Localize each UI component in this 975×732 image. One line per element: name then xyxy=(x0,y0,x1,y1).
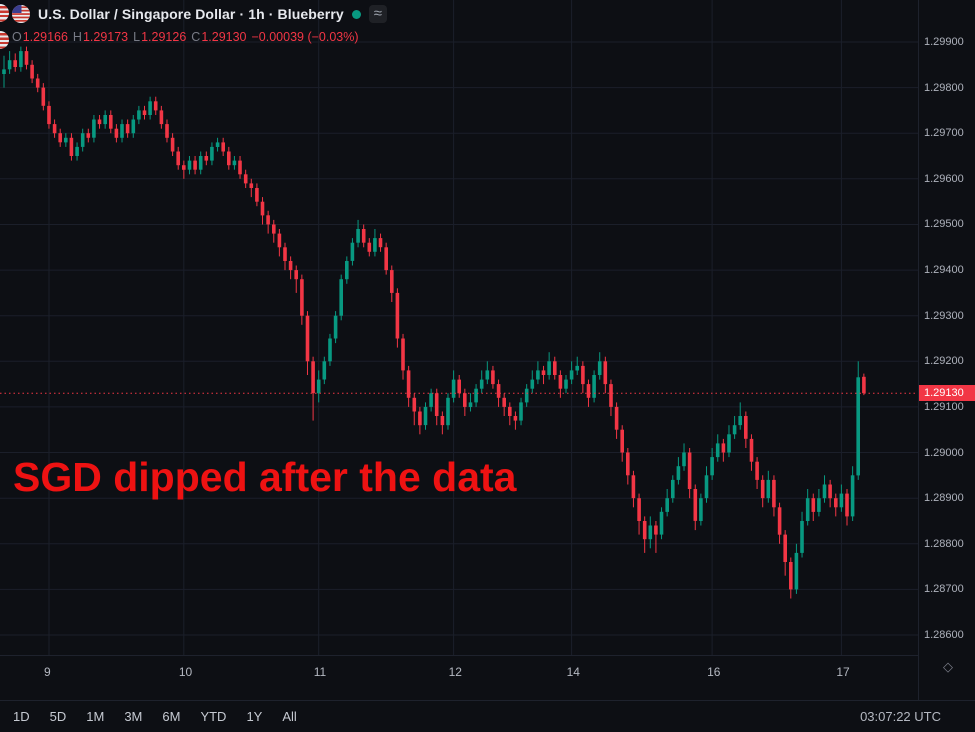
range-button-1y[interactable]: 1Y xyxy=(246,709,263,724)
clock-utc[interactable]: 03:07:22 UTC xyxy=(860,709,941,724)
time-axis-label: 12 xyxy=(448,665,462,679)
price-axis-label: 1.29000 xyxy=(924,446,964,459)
time-axis-label: 10 xyxy=(178,665,193,679)
price-axis-label: 1.29600 xyxy=(924,172,964,185)
time-axis-label: 9 xyxy=(43,665,51,679)
symbol-title[interactable]: U.S. Dollar / Singapore Dollar · 1h · Bl… xyxy=(38,6,344,22)
high-value: 1.29173 xyxy=(82,30,129,44)
time-axis-label: 14 xyxy=(566,665,580,679)
price-axis-label: 1.29900 xyxy=(924,36,964,48)
date-range-buttons: 1D 5D 1M 3M 6M YTD 1Y All xyxy=(4,706,306,727)
us-flag-icon xyxy=(12,5,30,23)
range-button-1m[interactable]: 1M xyxy=(86,709,105,724)
range-button-6m[interactable]: 6M xyxy=(162,709,181,724)
waves-icon[interactable]: ≈ xyxy=(368,5,387,23)
price-axis-label: 1.28800 xyxy=(924,537,964,550)
range-button-all[interactable]: All xyxy=(282,709,297,724)
open-value: 1.29166 xyxy=(22,30,68,44)
price-axis-label: 1.29100 xyxy=(924,400,964,413)
clipped-flag-icon xyxy=(0,31,9,49)
change-value: −0.00039 (−0.03%) xyxy=(251,30,359,44)
price-axis-label: 1.28700 xyxy=(924,583,964,596)
high-label: H xyxy=(72,30,82,44)
price-axis[interactable]: 1.29130 1.29900 1.29800 1.29700 1.29600 1.29… xyxy=(918,0,975,700)
close-label: C xyxy=(191,30,201,44)
price-axis-label: 1.29200 xyxy=(924,355,964,368)
price-axis-label: 1.28900 xyxy=(924,492,964,505)
time-axis-label: 11 xyxy=(313,665,327,679)
current-price-label: 1.29130 xyxy=(919,385,975,402)
low-value: 1.29126 xyxy=(141,30,187,44)
price-axis-label: 1.28600 xyxy=(924,629,964,641)
range-button-1d[interactable]: 1D xyxy=(13,709,30,724)
status-dot-icon[interactable] xyxy=(351,9,361,19)
price-axis-label: 1.29400 xyxy=(924,264,964,277)
range-button-3m[interactable]: 3M xyxy=(124,709,143,724)
time-axis-label: 16 xyxy=(707,665,721,679)
price-axis-label: 1.29800 xyxy=(924,81,964,94)
ohlc-readout: O 1.29166 H 1.29173 L 1.29126 C 1.29130 −0.0… xyxy=(12,30,387,44)
price-axis-label: 1.29500 xyxy=(924,218,964,231)
axis-settings-icon[interactable]: ◇ xyxy=(943,659,953,674)
price-axis-label: 1.29300 xyxy=(924,309,964,322)
close-value: 1.29130 xyxy=(201,30,247,44)
range-button-5d[interactable]: 5D xyxy=(49,709,67,724)
bottom-toolbar: 1D 5D 1M 3M 6M YTD 1Y All 03:07:22 UTC xyxy=(0,700,975,732)
candlestick-chart[interactable] xyxy=(0,0,918,655)
low-label: L xyxy=(133,30,141,44)
time-axis-label: 17 xyxy=(836,665,850,679)
chart-legend: U.S. Dollar / Singapore Dollar · 1h · Bl… xyxy=(12,3,387,44)
open-label: O xyxy=(12,30,22,44)
chart-annotation-text[interactable]: SGD dipped after the data xyxy=(13,454,517,500)
price-axis-label: 1.29700 xyxy=(924,127,964,140)
clipped-flag-icon xyxy=(0,4,9,22)
range-button-ytd[interactable]: YTD xyxy=(200,709,227,724)
time-axis[interactable]: 9 10 11 12 14 16 17 xyxy=(0,655,918,701)
